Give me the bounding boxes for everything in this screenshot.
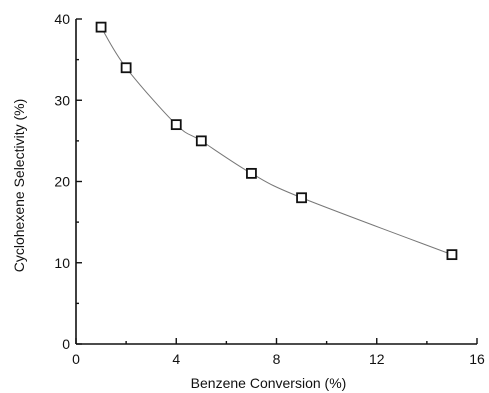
y-tick-label: 40: [54, 11, 70, 27]
x-tick-label: 12: [369, 351, 385, 367]
x-tick-label: 4: [172, 351, 180, 367]
data-points: [95, 21, 458, 261]
data-point-square: [195, 135, 207, 147]
x-tick-label: 16: [469, 351, 485, 367]
x-tick-label: 0: [72, 351, 80, 367]
data-point-square: [120, 62, 132, 74]
x-axis-title: Benzene Conversion (%): [191, 375, 347, 391]
data-point-square: [446, 249, 458, 261]
y-tick-label: 20: [54, 174, 70, 190]
trend-curve: [100, 26, 453, 256]
data-point-square: [170, 119, 182, 131]
y-tick-label: 0: [62, 336, 70, 352]
ticks: 0 4 8 12 16 0 10 20 30 40: [54, 11, 485, 367]
trend-line: [100, 26, 453, 256]
x-tick-label: 8: [273, 351, 281, 367]
data-point-square: [296, 192, 307, 204]
data-point-square: [95, 21, 107, 33]
data-point-square: [246, 167, 257, 179]
y-tick-label: 10: [54, 255, 70, 271]
axes: [75, 19, 477, 345]
y-axis-title: Cyclohexene Selectivity (%): [11, 99, 27, 273]
y-tick-label: 30: [54, 92, 70, 108]
